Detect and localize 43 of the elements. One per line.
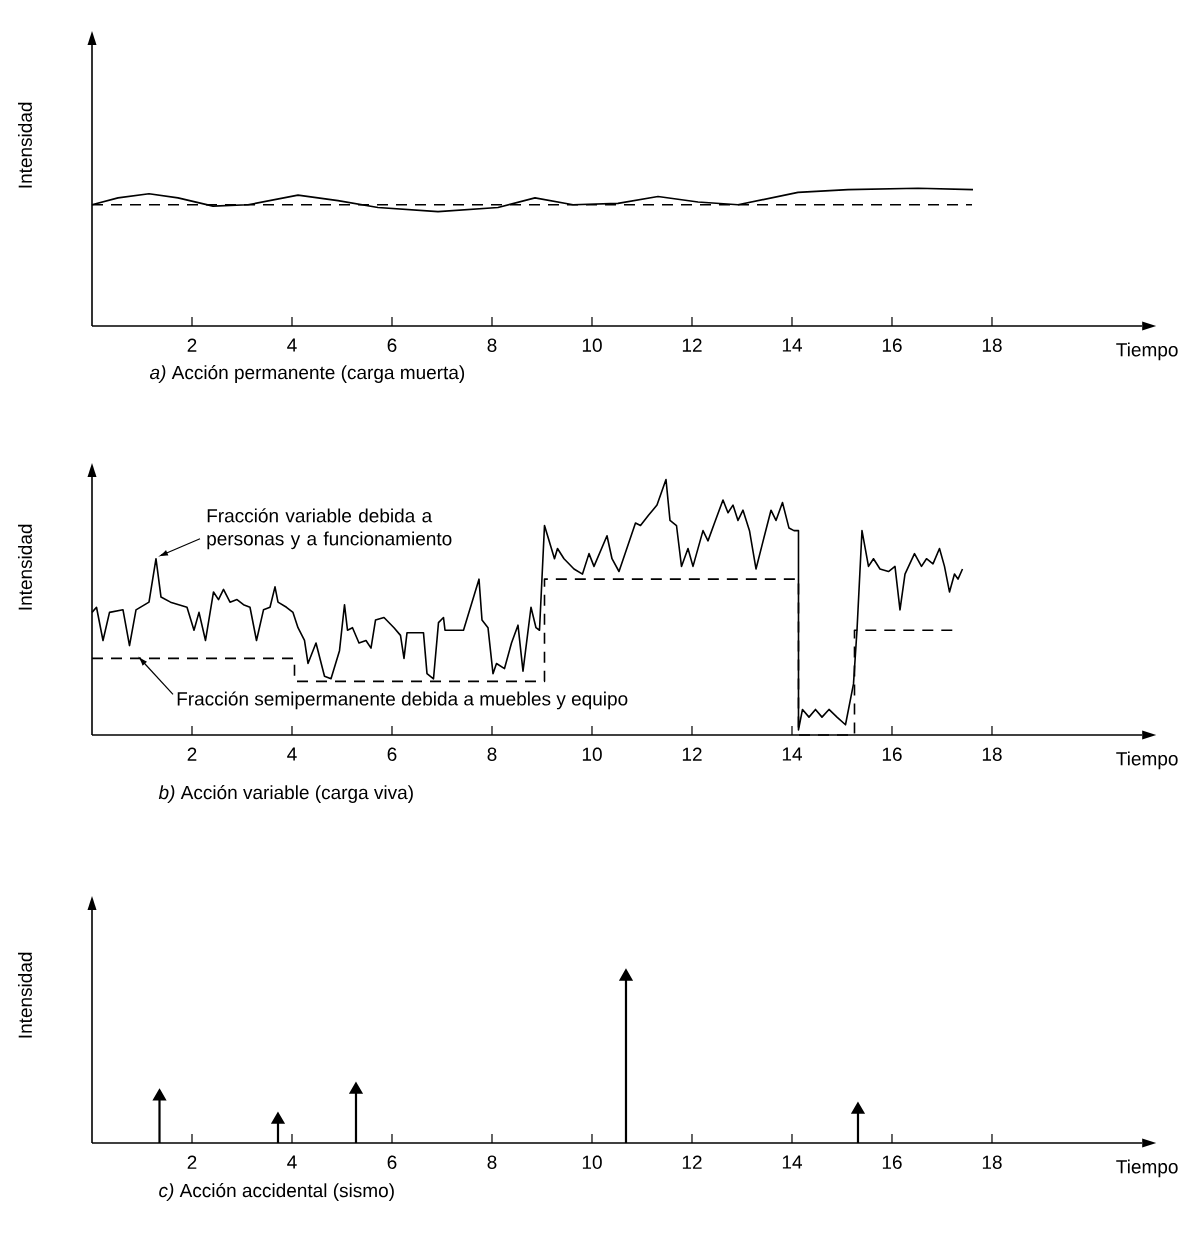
text: c) Acción accidental (sismo): [159, 1183, 394, 1201]
y-axis-title: Intensidad: [18, 524, 32, 610]
x-tick-label: 8: [487, 747, 497, 761]
y-axis-title: Intensidad: [18, 952, 32, 1038]
point: [851, 1102, 865, 1114]
y-axis-title: Intensidad: [18, 102, 32, 188]
x-tick-label: 2: [187, 338, 197, 352]
annotation: Fracción variable debida a personas y a funcionamiento: [207, 508, 452, 550]
x-tick-label: 18: [982, 1155, 1002, 1169]
point: [349, 1082, 363, 1094]
x-tick-label: 12: [682, 747, 702, 761]
x-tick-label: 18: [982, 747, 1002, 761]
point: [153, 1089, 166, 1101]
x-tick-label: 4: [287, 747, 297, 761]
x-tick-label: 10: [582, 747, 602, 761]
x-tick-label: 14: [782, 338, 802, 352]
x-tick-label: 10: [582, 1155, 602, 1169]
x-tick-label: 6: [387, 747, 397, 761]
point: [271, 1112, 285, 1124]
point: [619, 969, 633, 981]
x-tick-label: 4: [287, 338, 297, 352]
x-tick-label: 2: [187, 1155, 197, 1169]
x-tick-label: 16: [882, 338, 902, 352]
x-tick-label: 2: [187, 747, 197, 761]
x-axis-title: Tiempo: [1116, 751, 1178, 770]
x-tick-label: 14: [782, 747, 802, 761]
x-tick-label: 6: [387, 338, 397, 352]
x-axis-title: Tiempo: [1116, 1159, 1178, 1178]
x-axis-title: Tiempo: [1116, 342, 1178, 361]
annotation: Fracción semipermanente debida a muebles y equipo: [177, 691, 628, 710]
x-tick-label: 12: [682, 1155, 702, 1169]
x-tick-label: 6: [387, 1155, 397, 1169]
text: a) Acción permanente (carga muerta): [149, 365, 465, 383]
x-tick-label: 4: [287, 1155, 297, 1169]
text: b) Acción variable (carga viva): [158, 785, 413, 803]
x-tick-label: 16: [882, 747, 902, 761]
x-tick-label: 14: [782, 1155, 802, 1169]
x-tick-label: 10: [582, 338, 602, 352]
x-tick-label: 8: [487, 1155, 497, 1169]
x-tick-label: 12: [682, 338, 702, 352]
x-tick-label: 8: [487, 338, 497, 352]
x-tick-label: 16: [882, 1155, 902, 1169]
x-tick-label: 18: [982, 338, 1002, 352]
